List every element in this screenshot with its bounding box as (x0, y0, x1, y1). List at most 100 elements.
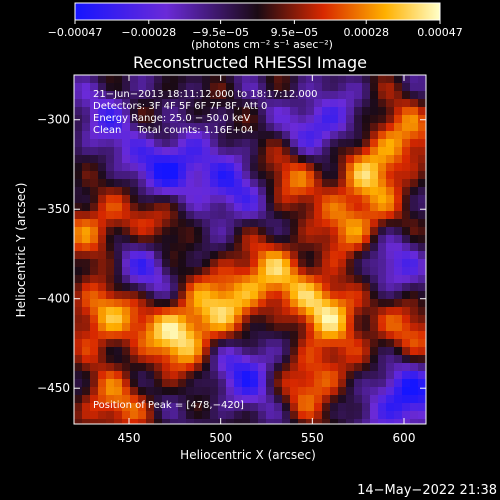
heatmap-cell (330, 147, 339, 156)
heatmap-image (74, 75, 426, 424)
heatmap-cell (410, 347, 419, 356)
heatmap-cell (410, 203, 419, 212)
heatmap-cell (378, 187, 387, 196)
heatmap-cell (178, 419, 187, 424)
heatmap-cell (274, 211, 283, 220)
heatmap-cell (82, 323, 91, 332)
heatmap-cell (90, 83, 99, 92)
heatmap-cell (242, 251, 251, 260)
heatmap-cell (146, 419, 155, 424)
heatmap-cell (98, 419, 107, 424)
heatmap-cell (290, 91, 299, 100)
heatmap-cell (234, 107, 243, 116)
heatmap-cell (330, 195, 339, 204)
heatmap-cell (186, 243, 195, 252)
heatmap-cell (202, 251, 211, 260)
heatmap-cell (346, 355, 355, 364)
heatmap-cell (290, 139, 299, 148)
heatmap-cell (282, 139, 291, 148)
heatmap-cell (250, 339, 259, 348)
heatmap-cell (306, 307, 315, 316)
heatmap-cell (186, 123, 195, 132)
heatmap-cell (138, 267, 147, 276)
heatmap-cell (418, 315, 426, 324)
heatmap-cell (130, 307, 139, 316)
heatmap-cell (410, 91, 419, 100)
heatmap-cell (266, 179, 275, 188)
heatmap-cell (322, 379, 331, 388)
heatmap-cell (242, 195, 251, 204)
heatmap-cell (114, 211, 123, 220)
heatmap-cell (322, 315, 331, 324)
heatmap-cell (178, 371, 187, 380)
heatmap-cell (258, 115, 267, 124)
heatmap-cell (114, 363, 123, 372)
heatmap-cell (186, 331, 195, 340)
heatmap-cell (138, 155, 147, 164)
heatmap-cell (370, 211, 379, 220)
heatmap-cell (418, 331, 426, 340)
x-tick-label: 450 (118, 431, 141, 445)
heatmap-cell (346, 75, 355, 84)
heatmap-cell (354, 299, 363, 308)
heatmap-cell (394, 163, 403, 172)
heatmap-cell (298, 315, 307, 324)
heatmap-cell (122, 187, 131, 196)
heatmap-cell (242, 243, 251, 252)
heatmap-cell (346, 195, 355, 204)
heatmap-cell (274, 363, 283, 372)
heatmap-cell (346, 163, 355, 172)
heatmap-cell (226, 243, 235, 252)
heatmap-cell (186, 275, 195, 284)
heatmap-cell (314, 219, 323, 228)
heatmap-cell (106, 323, 115, 332)
heatmap-cell (370, 299, 379, 308)
heatmap-cell (338, 131, 347, 140)
heatmap-cell (130, 139, 139, 148)
heatmap-cell (194, 371, 203, 380)
heatmap-cell (210, 131, 219, 140)
heatmap-cell (90, 163, 99, 172)
heatmap-cell (418, 371, 426, 380)
heatmap-cell (258, 387, 267, 396)
heatmap-cell (250, 75, 259, 84)
heatmap-cell (130, 211, 139, 220)
heatmap-cell (106, 339, 115, 348)
heatmap-cell (330, 211, 339, 220)
heatmap-cell (98, 155, 107, 164)
heatmap-cell (162, 299, 171, 308)
heatmap-cell (378, 299, 387, 308)
heatmap-cell (138, 395, 147, 404)
colorbar-ticks: −0.00047 −0.00028 −9.5e−05 9.5e−05 0.00028 0.… (48, 20, 463, 39)
heatmap-cell (258, 355, 267, 364)
heatmap-cell (146, 91, 155, 100)
heatmap-cell (130, 123, 139, 132)
heatmap-cell (314, 171, 323, 180)
heatmap-cell (250, 211, 259, 220)
heatmap-cell (106, 379, 115, 388)
heatmap-cell (138, 195, 147, 204)
heatmap-cell (338, 275, 347, 284)
heatmap-cell (370, 283, 379, 292)
heatmap-cell (250, 195, 259, 204)
heatmap-cell (202, 339, 211, 348)
heatmap-cell (330, 155, 339, 164)
heatmap-cell (386, 363, 395, 372)
heatmap-cell (194, 91, 203, 100)
heatmap-cell (130, 91, 139, 100)
x-tick-label: 550 (301, 431, 324, 445)
heatmap-cell (386, 139, 395, 148)
heatmap-cell (362, 419, 371, 424)
heatmap-cell (186, 251, 195, 260)
heatmap-cell (354, 115, 363, 124)
heatmap-cell (402, 339, 411, 348)
heatmap-cell (154, 179, 163, 188)
heatmap-cell (210, 155, 219, 164)
heatmap-cell (402, 363, 411, 372)
heatmap-cell (74, 259, 83, 268)
heatmap-cell (210, 243, 219, 252)
heatmap-cell (274, 259, 283, 268)
heatmap-cell (210, 315, 219, 324)
heatmap-cell (306, 379, 315, 388)
heatmap-cell (298, 227, 307, 236)
